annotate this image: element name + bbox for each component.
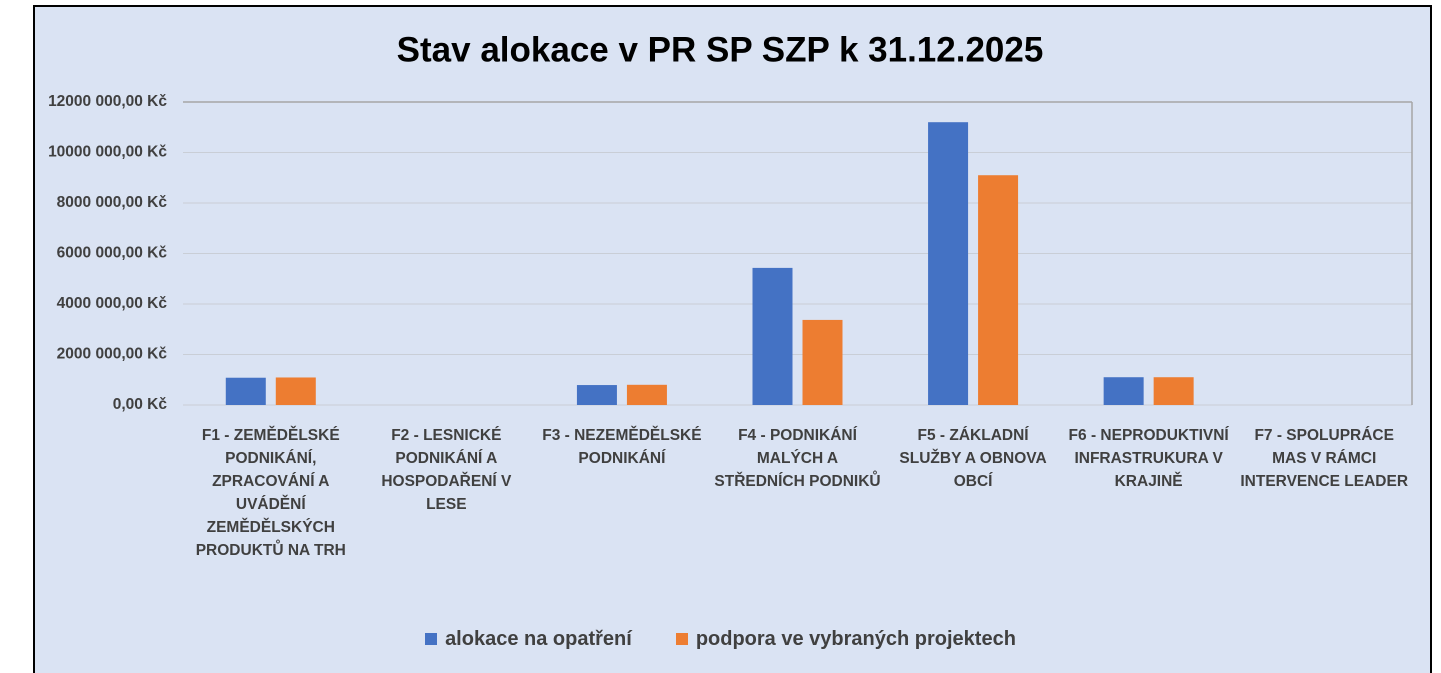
bar xyxy=(928,122,969,405)
y-tick-label: 2000 000,00 Kč xyxy=(57,346,168,363)
legend-label: podpora ve vybraných projektech xyxy=(695,628,1016,650)
x-tick-label: F2 - LESNICKÉ PODNIKÁNÍ A HOSPODAŘENÍ V … xyxy=(381,427,512,513)
chart-title: Stav alokace v PR SP SZP k 31.12.2025 xyxy=(397,30,1044,69)
legend: alokace na opatření podpora ve vybraných … xyxy=(0,628,1441,651)
bar xyxy=(1103,377,1144,405)
bar xyxy=(978,175,1019,405)
y-tick-label: 8000 000,00 Kč xyxy=(57,194,168,211)
legend-swatch xyxy=(675,633,688,645)
bar xyxy=(802,319,843,405)
legend-label: alokace na opatření xyxy=(445,628,632,650)
bar xyxy=(752,267,793,405)
legend-item: alokace na opatření xyxy=(425,628,632,651)
x-tick-label: F3 - NEZEMĚDĚLSKÉ PODNIKÁNÍ xyxy=(542,427,702,467)
chart-area xyxy=(33,5,1432,673)
x-tick-label: F5 - ZÁKLADNÍ SLUŽBY A OBNOVA OBCÍ xyxy=(899,427,1047,490)
bar xyxy=(225,377,266,405)
x-tick-label: F7 - SPOLUPRÁCE MAS V RÁMCI INTERVENCE L… xyxy=(1240,427,1409,490)
x-tick-label: F4 - PODNIKÁNÍ MALÝCH A STŘEDNÍCH PODNIK… xyxy=(714,427,881,490)
y-tick-label: 4000 000,00 Kč xyxy=(57,295,168,312)
y-tick-label: 6000 000,00 Kč xyxy=(57,245,168,262)
legend-item: podpora ve vybraných projektech xyxy=(675,628,1016,651)
bar xyxy=(576,385,617,405)
y-tick-label: 10000 000,00 Kč xyxy=(48,144,167,161)
y-tick-label: 0,00 Kč xyxy=(113,396,168,413)
x-tick-label: F1 - ZEMĚDĚLSKÉ PODNIKÁNÍ, ZPRACOVÁNÍ A … xyxy=(195,427,346,559)
y-tick-label: 12000 000,00 Kč xyxy=(48,93,167,110)
bar xyxy=(1153,377,1194,405)
legend-swatch xyxy=(425,633,438,645)
bar xyxy=(275,377,316,405)
x-tick-label: F6 - NEPRODUKTIVNÍ INFRASTRUKURA V KRAJI… xyxy=(1068,427,1229,490)
bar xyxy=(626,384,667,405)
